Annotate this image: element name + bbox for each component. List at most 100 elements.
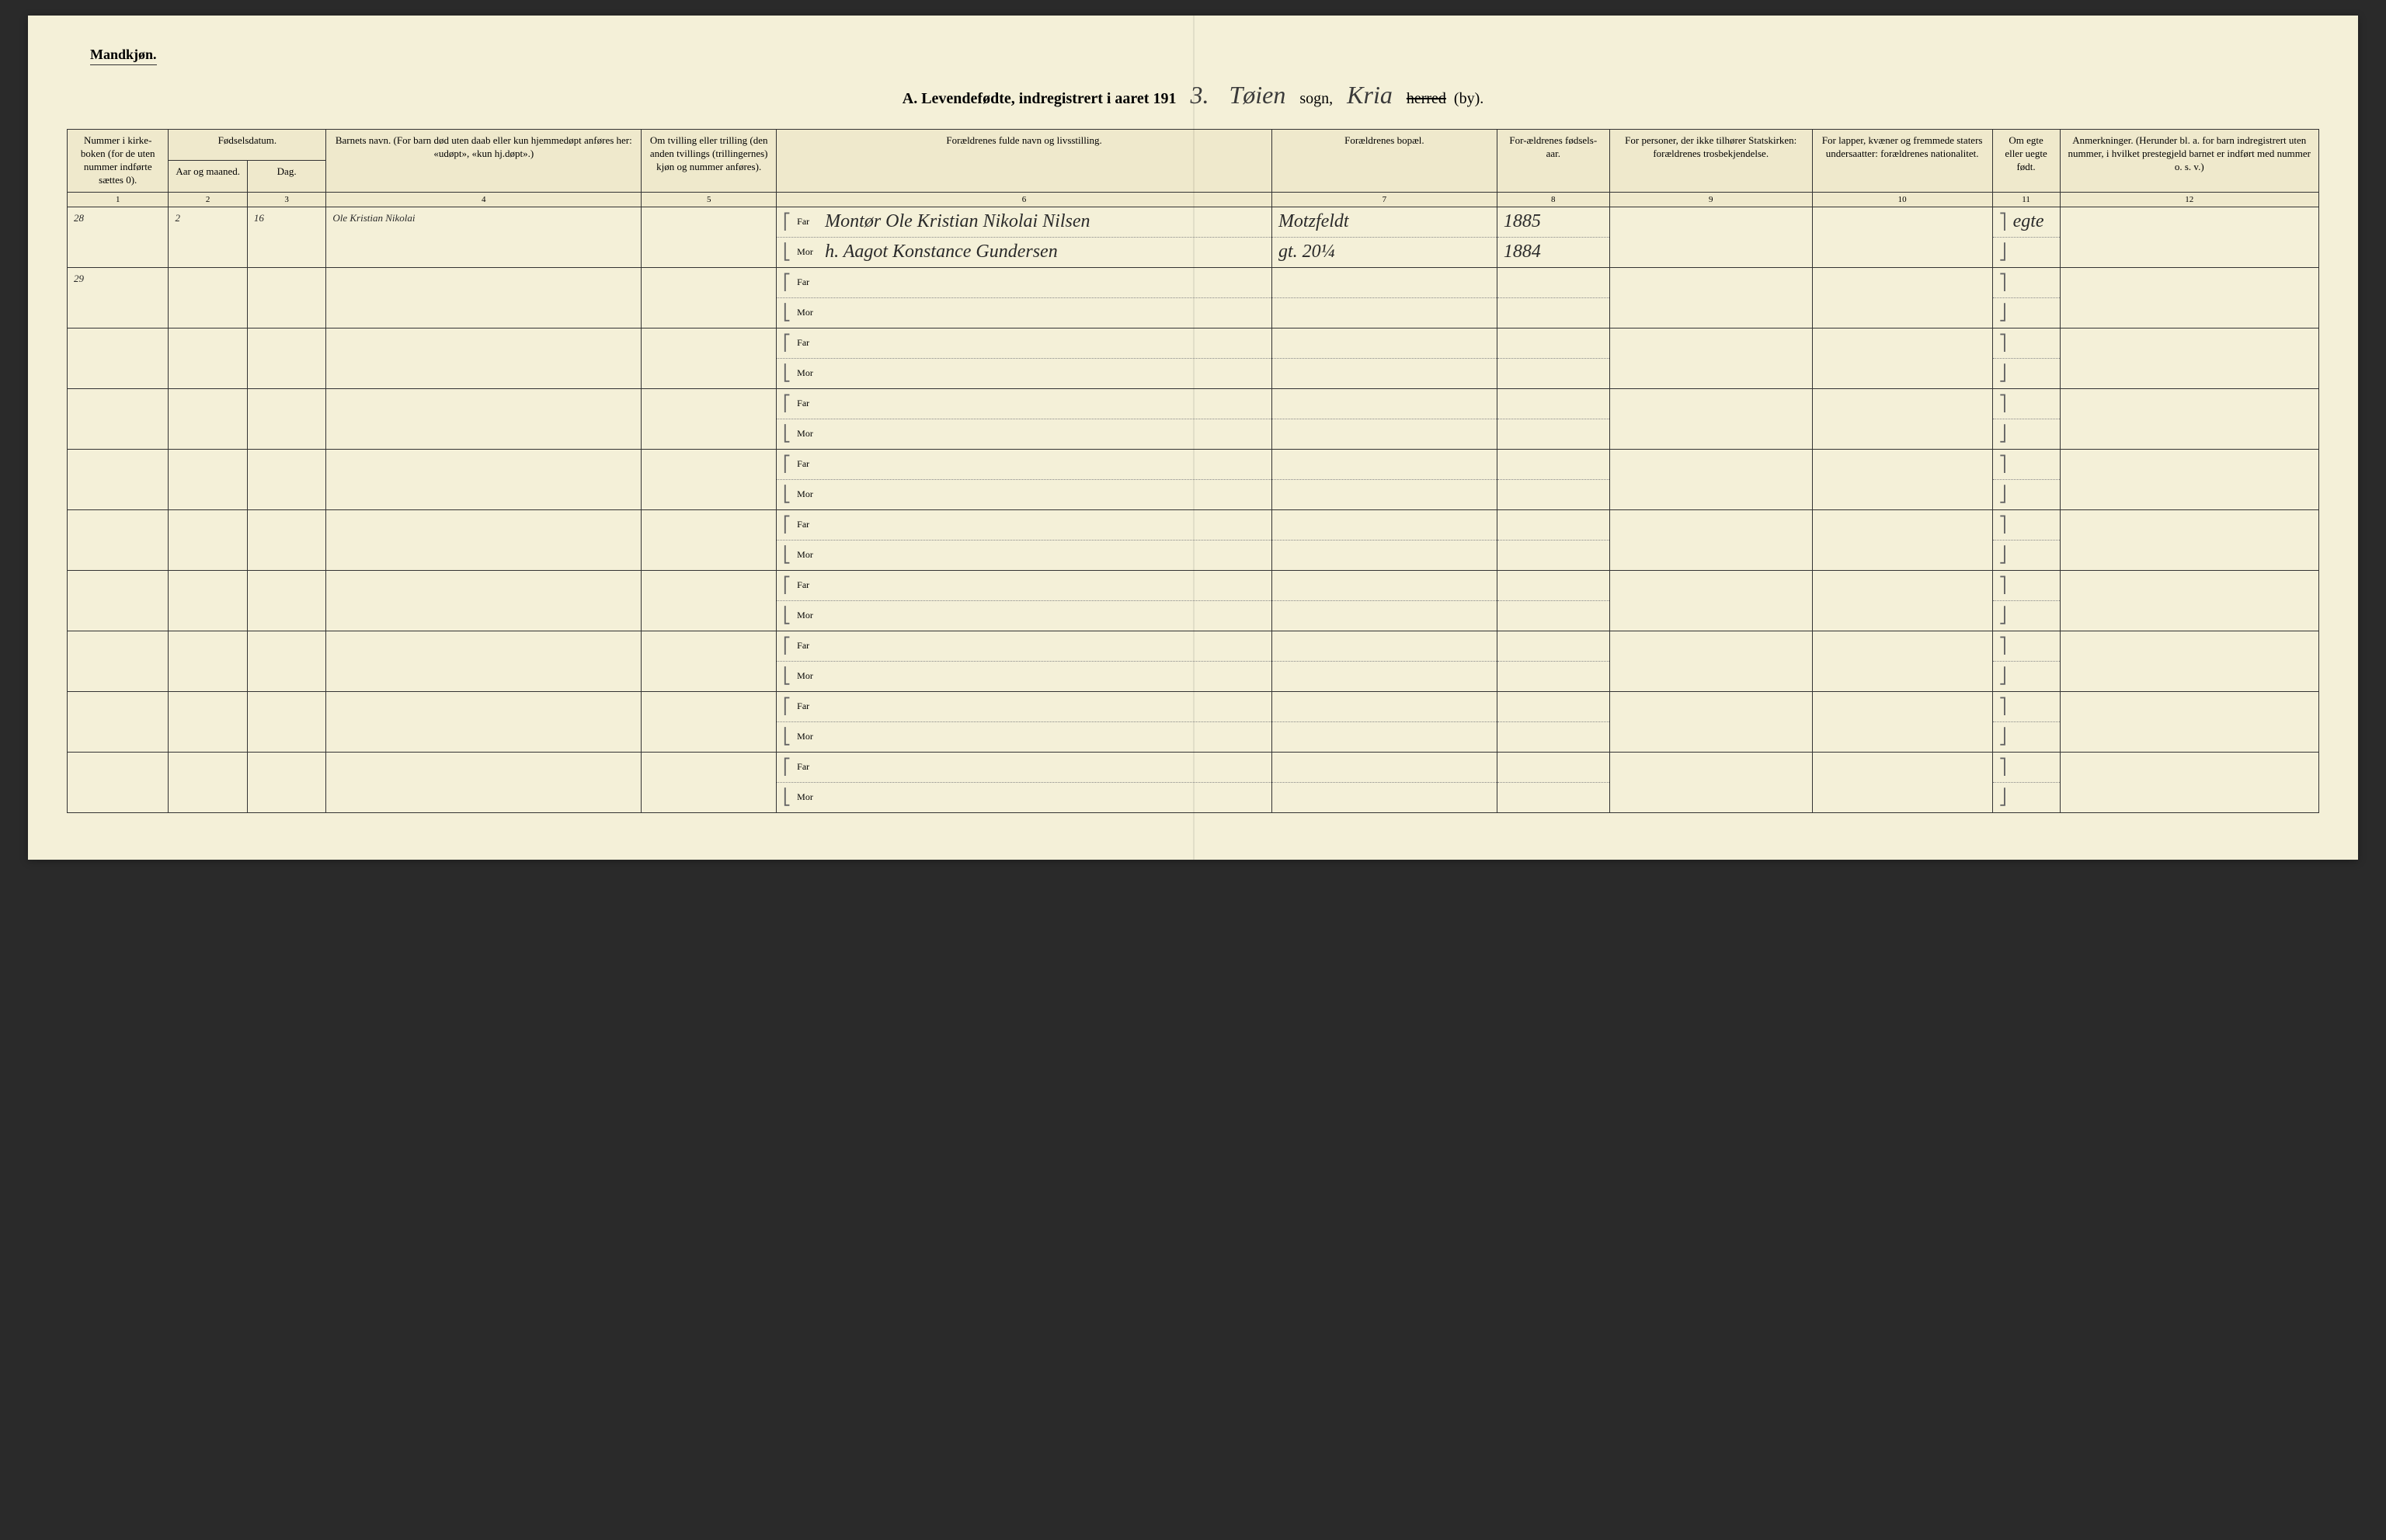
egte-cell: ⎤⎦: [1992, 388, 2060, 449]
cell: [169, 570, 247, 631]
parents-cell: ⎡Far⎣Mor: [777, 509, 1272, 570]
parents-cell: ⎡Far⎣Mor: [777, 388, 1272, 449]
col-header-2: Aar og maaned.: [169, 161, 247, 192]
cell: [642, 509, 777, 570]
egte-cell: ⎤⎦: [1992, 631, 2060, 691]
bopael-cell: [1271, 388, 1497, 449]
bopael-cell: [1271, 328, 1497, 388]
cell: 28: [68, 207, 169, 267]
cell: [68, 691, 169, 752]
far-label: Far: [797, 398, 819, 409]
cell: [2060, 631, 2318, 691]
cell: [1812, 691, 1992, 752]
cell: [2060, 449, 2318, 509]
cell: [169, 509, 247, 570]
cell: [68, 328, 169, 388]
col-num: 7: [1271, 192, 1497, 207]
cell: [247, 449, 325, 509]
sogn-label: sogn,: [1299, 90, 1333, 108]
cell: [326, 691, 642, 752]
parents-cell: ⎡Far⎣Mor: [777, 267, 1272, 328]
cell: [642, 691, 777, 752]
table-row: 28216Ole Kristian Nikolai⎡FarMontør Ole …: [68, 207, 2319, 267]
cell: [1812, 631, 1992, 691]
cell: [169, 631, 247, 691]
bopael-cell: [1271, 631, 1497, 691]
cell: [2060, 509, 2318, 570]
cell: [2060, 267, 2318, 328]
bopael-cell: [1271, 570, 1497, 631]
cell: [642, 328, 777, 388]
col-num: 9: [1609, 192, 1812, 207]
cell: [2060, 691, 2318, 752]
birthyear-cell: [1497, 691, 1609, 752]
table-row: ⎡Far⎣Mor⎤⎦: [68, 752, 2319, 812]
cell: [247, 388, 325, 449]
col-num: 12: [2060, 192, 2318, 207]
cell: Ole Kristian Nikolai: [326, 207, 642, 267]
cell: [247, 570, 325, 631]
birthyear-cell: [1497, 449, 1609, 509]
cell: [326, 388, 642, 449]
table-row: ⎡Far⎣Mor ⎤⎦: [68, 388, 2319, 449]
birthyear-cell: [1497, 570, 1609, 631]
col-num: 3: [247, 192, 325, 207]
mor-label: Mor: [797, 610, 819, 621]
col-header-8: For-ældrenes fødsels-aar.: [1497, 130, 1609, 193]
cell: [1812, 207, 1992, 267]
mor-label: Mor: [797, 307, 819, 318]
cell: [642, 267, 777, 328]
cell: [1812, 449, 1992, 509]
col-num: 1: [68, 192, 169, 207]
mor-value: h. Aagot Konstance Gundersen: [825, 242, 1058, 262]
cell: [2060, 570, 2318, 631]
cell: [169, 752, 247, 812]
cell: [1609, 449, 1812, 509]
cell: [642, 631, 777, 691]
far-label: Far: [797, 700, 819, 712]
table-body: 28216Ole Kristian Nikolai⎡FarMontør Ole …: [68, 207, 2319, 812]
birthyear-cell: [1497, 509, 1609, 570]
parents-cell: ⎡Far⎣Mor: [777, 752, 1272, 812]
col-header-12: Anmerkninger. (Herunder bl. a. for barn …: [2060, 130, 2318, 193]
mor-label: Mor: [797, 670, 819, 682]
bopael-cell: Motzfeldtgt. 20¼: [1271, 207, 1497, 267]
herred-handwritten: Kria: [1341, 81, 1399, 110]
cell: [1609, 691, 1812, 752]
bopael-cell: [1271, 752, 1497, 812]
cell: [326, 267, 642, 328]
col-num: 5: [642, 192, 777, 207]
col-header-3: Dag.: [247, 161, 325, 192]
year-suffix: 3.: [1184, 81, 1215, 110]
parents-cell: ⎡FarMontør Ole Kristian Nikolai Nilsen⎣M…: [777, 207, 1272, 267]
herred-struck: herred: [1407, 90, 1446, 108]
cell: [1609, 267, 1812, 328]
cell: [169, 691, 247, 752]
by-label: (by).: [1454, 90, 1483, 108]
far-label: Far: [797, 337, 819, 349]
birthyear-cell: [1497, 752, 1609, 812]
cell: [169, 449, 247, 509]
egte-cell: ⎤⎦: [1992, 267, 2060, 328]
far-label: Far: [797, 519, 819, 530]
col-header-6: Forældrenes fulde navn og livsstilling.: [777, 130, 1272, 193]
header-top: Mandkjøn.: [67, 47, 2319, 65]
col-num: 4: [326, 192, 642, 207]
cell: [1609, 570, 1812, 631]
cell: [247, 691, 325, 752]
cell: [1812, 388, 1992, 449]
col-num: 6: [777, 192, 1272, 207]
table-row: ⎡Far⎣Mor⎤⎦: [68, 449, 2319, 509]
mor-label: Mor: [797, 549, 819, 561]
far-label: Far: [797, 640, 819, 652]
cell: [247, 631, 325, 691]
col-header-10: For lapper, kvæner og fremmede staters u…: [1812, 130, 1992, 193]
egte-cell: ⎤egte⎦: [1992, 207, 2060, 267]
cell: [1609, 631, 1812, 691]
mor-label: Mor: [797, 488, 819, 500]
mor-label: Mor: [797, 731, 819, 742]
cell: [247, 267, 325, 328]
cell: [68, 570, 169, 631]
cell: 16: [247, 207, 325, 267]
col-num: 2: [169, 192, 247, 207]
